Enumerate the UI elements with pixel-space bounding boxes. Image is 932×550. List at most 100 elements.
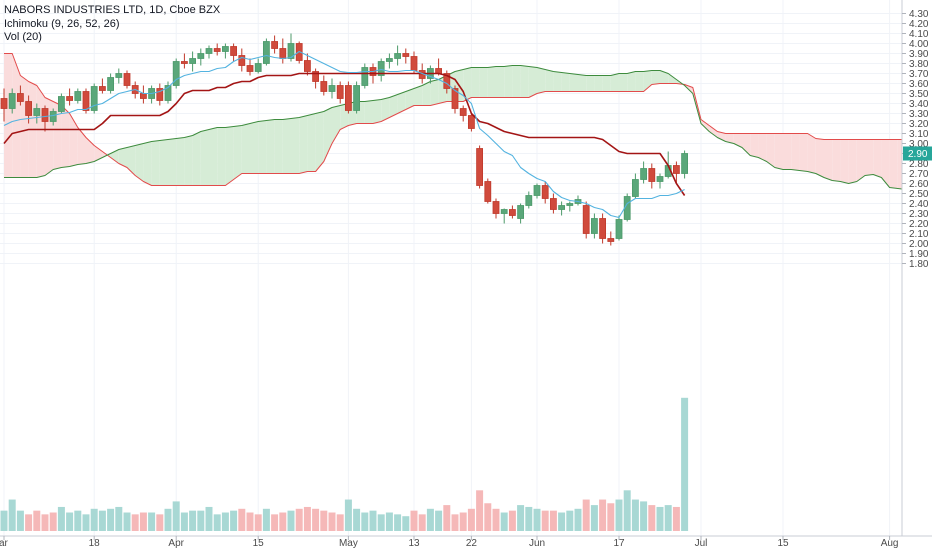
cloud-segment bbox=[479, 67, 488, 98]
price-tick-label: 2.40 bbox=[909, 199, 929, 210]
volume-bar bbox=[8, 499, 16, 531]
candle bbox=[451, 85, 459, 114]
candle bbox=[566, 201, 574, 212]
candle bbox=[541, 181, 549, 204]
time-tick-label: 13 bbox=[408, 538, 420, 549]
candle bbox=[500, 208, 508, 224]
cloud-segment bbox=[168, 138, 177, 186]
candle bbox=[484, 178, 492, 204]
volume-bar bbox=[197, 510, 205, 531]
volume-bar bbox=[98, 510, 106, 531]
candle bbox=[517, 203, 524, 224]
symbol-title[interactable]: NABORS INDUSTRIES LTD, 1D, Cboe BZX bbox=[4, 4, 221, 16]
volume-bar bbox=[164, 508, 172, 531]
candle bbox=[262, 38, 270, 66]
cloud-segment bbox=[217, 127, 226, 186]
candle-body bbox=[205, 48, 213, 54]
candle-body bbox=[525, 195, 533, 206]
candle-body bbox=[213, 48, 221, 52]
cloud-segment bbox=[241, 123, 250, 174]
ichimoku-legend[interactable]: Ichimoku (9, 26, 52, 26) bbox=[4, 17, 120, 30]
volume-bar bbox=[74, 510, 82, 531]
volume-bar bbox=[467, 508, 475, 531]
price-tick-label: 3.40 bbox=[909, 99, 929, 110]
volume-bar bbox=[320, 510, 328, 531]
candle-body bbox=[99, 86, 106, 91]
volume-bar bbox=[459, 512, 467, 531]
cloud-segment bbox=[176, 137, 185, 186]
volume-bar bbox=[139, 512, 147, 531]
cloud-segment bbox=[299, 115, 308, 174]
volume-legend[interactable]: Vol (20) bbox=[4, 31, 42, 43]
price-tick-label: 4.10 bbox=[909, 29, 929, 40]
cloud-segment bbox=[766, 133, 775, 168]
candle-body bbox=[361, 67, 369, 86]
candle bbox=[533, 183, 541, 199]
candle-body bbox=[230, 46, 238, 56]
candle bbox=[33, 103, 41, 124]
candle-body bbox=[254, 63, 262, 72]
cloud-segment bbox=[602, 75, 611, 92]
cloud-segment bbox=[865, 139, 874, 176]
cloud-segment bbox=[578, 74, 587, 92]
candle bbox=[58, 93, 65, 114]
candle-body bbox=[221, 46, 229, 52]
last-price-label bbox=[903, 146, 932, 161]
cloud-segment bbox=[159, 139, 168, 186]
cloud-segment bbox=[282, 118, 291, 174]
cloud-segment bbox=[668, 73, 677, 84]
cloud-segment bbox=[192, 131, 201, 186]
cloud-segment bbox=[307, 113, 316, 172]
cloud-segment bbox=[889, 139, 898, 189]
volume-bar bbox=[115, 506, 123, 531]
price-axis-bg bbox=[902, 0, 932, 550]
time-tick-label: 15 bbox=[253, 538, 265, 549]
candle bbox=[221, 43, 229, 59]
candles bbox=[0, 33, 688, 246]
candle-body bbox=[328, 85, 336, 92]
candle bbox=[123, 70, 131, 89]
cloud-segment bbox=[553, 71, 562, 92]
candle bbox=[320, 75, 328, 96]
volume-bar bbox=[41, 514, 49, 531]
volume-bar bbox=[525, 506, 533, 531]
volume-bar bbox=[107, 508, 115, 531]
candle-body bbox=[238, 55, 246, 66]
candle-body bbox=[410, 56, 418, 71]
cloud-segment bbox=[528, 66, 537, 98]
cloud-segment bbox=[783, 133, 792, 170]
candle bbox=[328, 78, 336, 99]
candle-body bbox=[189, 58, 197, 64]
cloud-segment bbox=[758, 133, 767, 162]
candle-body bbox=[353, 85, 361, 111]
last-price-value: 2.90 bbox=[908, 149, 928, 160]
cloud-segment bbox=[717, 131, 726, 142]
volume-bar bbox=[123, 512, 131, 531]
cloud-segment bbox=[643, 70, 652, 92]
cloud-segment bbox=[610, 73, 619, 92]
cloud-segment bbox=[323, 107, 332, 162]
candle bbox=[336, 81, 344, 104]
candle bbox=[492, 198, 500, 219]
cloud-segment bbox=[799, 133, 808, 172]
candle-body bbox=[49, 111, 57, 122]
time-tick-label: Aug bbox=[881, 538, 899, 549]
candle bbox=[312, 68, 320, 89]
candle-body bbox=[517, 205, 524, 219]
cloud-segment bbox=[143, 141, 152, 186]
candle bbox=[353, 81, 361, 114]
price-tick-label: 3.70 bbox=[909, 69, 929, 80]
cloud-segment bbox=[381, 97, 390, 122]
candle-body bbox=[123, 73, 131, 86]
candle-body bbox=[90, 86, 98, 111]
volume-bar bbox=[426, 508, 434, 531]
price-tick-label: 2.20 bbox=[909, 219, 929, 230]
volume-bar bbox=[213, 514, 221, 531]
candle-body bbox=[82, 91, 90, 111]
volume-bar bbox=[410, 510, 418, 531]
price-tick-label: 3.10 bbox=[909, 129, 929, 140]
cloud-segment bbox=[750, 133, 759, 158]
candle bbox=[156, 83, 164, 106]
